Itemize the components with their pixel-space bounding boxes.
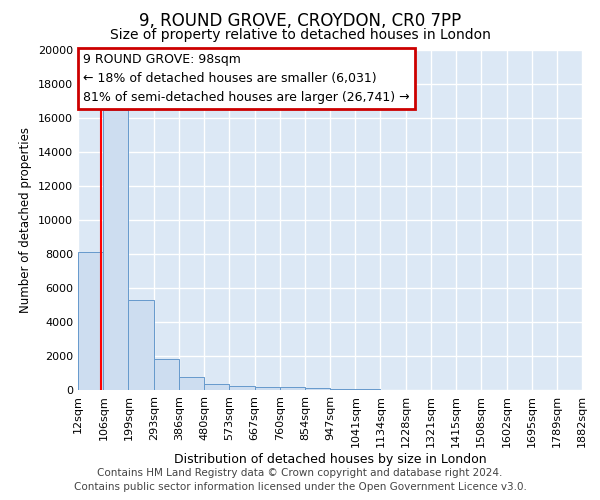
Bar xyxy=(204,384,229,390)
Bar xyxy=(229,386,254,390)
Bar xyxy=(280,386,305,390)
Bar xyxy=(305,388,330,390)
Text: Size of property relative to detached houses in London: Size of property relative to detached ho… xyxy=(110,28,490,42)
X-axis label: Distribution of detached houses by size in London: Distribution of detached houses by size … xyxy=(173,452,487,466)
Bar xyxy=(330,389,355,390)
Text: 9, ROUND GROVE, CROYDON, CR0 7PP: 9, ROUND GROVE, CROYDON, CR0 7PP xyxy=(139,12,461,30)
Text: Contains HM Land Registry data © Crown copyright and database right 2024.
Contai: Contains HM Land Registry data © Crown c… xyxy=(74,468,526,492)
Bar xyxy=(78,252,103,390)
Y-axis label: Number of detached properties: Number of detached properties xyxy=(19,127,32,313)
Bar xyxy=(103,110,128,390)
Bar xyxy=(179,378,204,390)
Bar xyxy=(154,358,179,390)
Bar xyxy=(128,300,154,390)
Text: 9 ROUND GROVE: 98sqm
← 18% of detached houses are smaller (6,031)
81% of semi-de: 9 ROUND GROVE: 98sqm ← 18% of detached h… xyxy=(83,54,410,104)
Bar xyxy=(254,386,280,390)
